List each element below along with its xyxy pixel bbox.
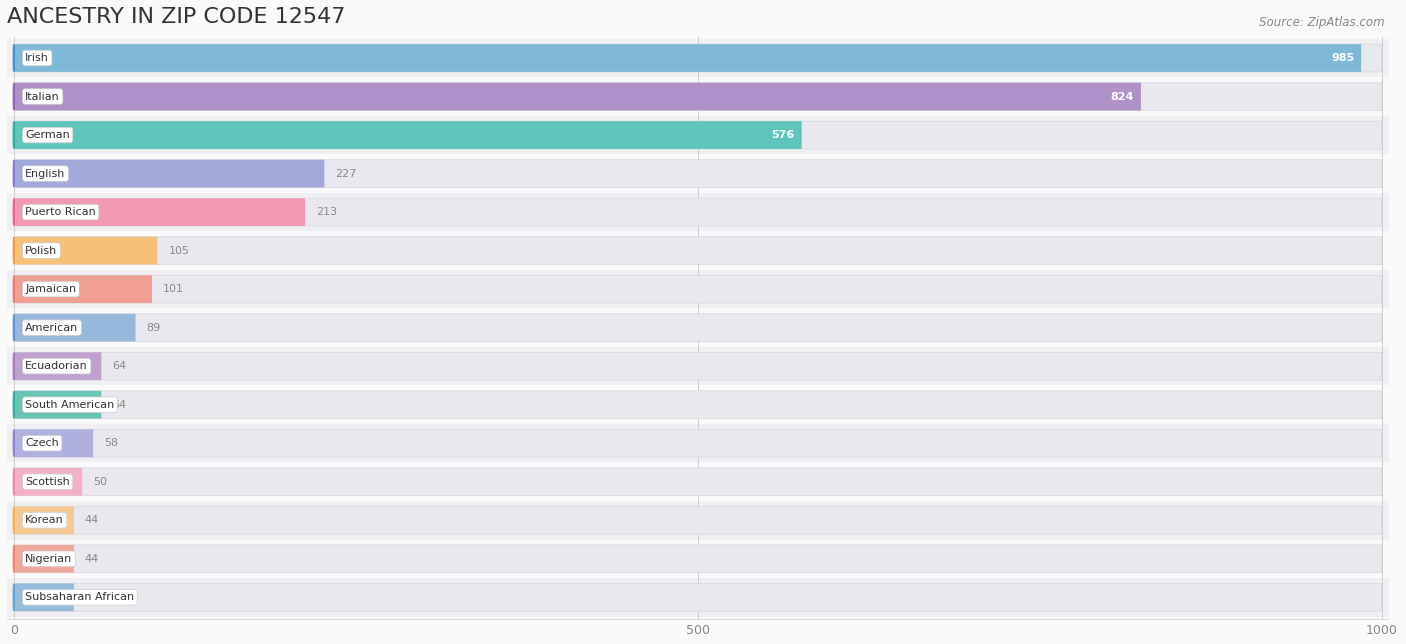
- FancyBboxPatch shape: [0, 347, 1402, 386]
- Text: 105: 105: [169, 245, 190, 256]
- Text: Nigerian: Nigerian: [25, 554, 73, 564]
- FancyBboxPatch shape: [14, 430, 93, 457]
- FancyBboxPatch shape: [0, 116, 1402, 155]
- FancyBboxPatch shape: [0, 77, 1402, 116]
- Text: 213: 213: [316, 207, 337, 217]
- Text: 227: 227: [335, 169, 357, 178]
- Text: Scottish: Scottish: [25, 477, 70, 487]
- FancyBboxPatch shape: [0, 270, 1402, 308]
- FancyBboxPatch shape: [14, 275, 152, 303]
- Text: Subsaharan African: Subsaharan African: [25, 592, 135, 602]
- FancyBboxPatch shape: [14, 468, 1382, 496]
- Text: 101: 101: [163, 284, 184, 294]
- FancyBboxPatch shape: [14, 506, 1382, 534]
- FancyBboxPatch shape: [14, 198, 305, 226]
- Text: 89: 89: [146, 323, 160, 333]
- FancyBboxPatch shape: [0, 308, 1402, 347]
- Text: 985: 985: [1331, 53, 1354, 63]
- FancyBboxPatch shape: [0, 193, 1402, 231]
- FancyBboxPatch shape: [14, 44, 1382, 72]
- FancyBboxPatch shape: [0, 231, 1402, 270]
- FancyBboxPatch shape: [14, 237, 157, 265]
- Text: German: German: [25, 130, 70, 140]
- FancyBboxPatch shape: [0, 39, 1402, 77]
- Text: 58: 58: [104, 438, 118, 448]
- FancyBboxPatch shape: [14, 121, 801, 149]
- FancyBboxPatch shape: [0, 462, 1402, 501]
- FancyBboxPatch shape: [14, 468, 82, 496]
- FancyBboxPatch shape: [0, 424, 1402, 462]
- FancyBboxPatch shape: [14, 82, 1382, 110]
- Text: Irish: Irish: [25, 53, 49, 63]
- FancyBboxPatch shape: [0, 386, 1402, 424]
- FancyBboxPatch shape: [0, 501, 1402, 540]
- Text: 44: 44: [84, 592, 100, 602]
- FancyBboxPatch shape: [14, 237, 1382, 265]
- Text: American: American: [25, 323, 79, 333]
- FancyBboxPatch shape: [14, 160, 1382, 187]
- Text: 576: 576: [772, 130, 794, 140]
- FancyBboxPatch shape: [14, 583, 1382, 611]
- FancyBboxPatch shape: [14, 506, 75, 534]
- Text: 824: 824: [1111, 91, 1135, 102]
- Text: Source: ZipAtlas.com: Source: ZipAtlas.com: [1260, 16, 1385, 29]
- FancyBboxPatch shape: [14, 352, 101, 380]
- Text: 50: 50: [93, 477, 107, 487]
- Text: 64: 64: [112, 400, 127, 410]
- FancyBboxPatch shape: [0, 578, 1402, 616]
- FancyBboxPatch shape: [14, 314, 135, 341]
- Text: Jamaican: Jamaican: [25, 284, 76, 294]
- Text: English: English: [25, 169, 66, 178]
- FancyBboxPatch shape: [14, 314, 1382, 341]
- Text: 44: 44: [84, 515, 100, 526]
- FancyBboxPatch shape: [14, 545, 1382, 573]
- FancyBboxPatch shape: [14, 275, 1382, 303]
- FancyBboxPatch shape: [14, 160, 325, 187]
- FancyBboxPatch shape: [14, 583, 75, 611]
- Text: Ecuadorian: Ecuadorian: [25, 361, 89, 371]
- FancyBboxPatch shape: [14, 121, 1382, 149]
- Text: Czech: Czech: [25, 438, 59, 448]
- Text: 64: 64: [112, 361, 127, 371]
- FancyBboxPatch shape: [14, 391, 1382, 419]
- FancyBboxPatch shape: [14, 44, 1361, 72]
- Text: Polish: Polish: [25, 245, 58, 256]
- Text: Italian: Italian: [25, 91, 60, 102]
- FancyBboxPatch shape: [0, 155, 1402, 193]
- FancyBboxPatch shape: [14, 430, 1382, 457]
- FancyBboxPatch shape: [0, 540, 1402, 578]
- Text: ANCESTRY IN ZIP CODE 12547: ANCESTRY IN ZIP CODE 12547: [7, 7, 346, 27]
- FancyBboxPatch shape: [14, 352, 1382, 380]
- Text: Puerto Rican: Puerto Rican: [25, 207, 96, 217]
- FancyBboxPatch shape: [14, 82, 1140, 110]
- FancyBboxPatch shape: [14, 391, 101, 419]
- FancyBboxPatch shape: [14, 198, 1382, 226]
- FancyBboxPatch shape: [14, 545, 75, 573]
- Text: Korean: Korean: [25, 515, 65, 526]
- Text: South American: South American: [25, 400, 114, 410]
- Text: 44: 44: [84, 554, 100, 564]
